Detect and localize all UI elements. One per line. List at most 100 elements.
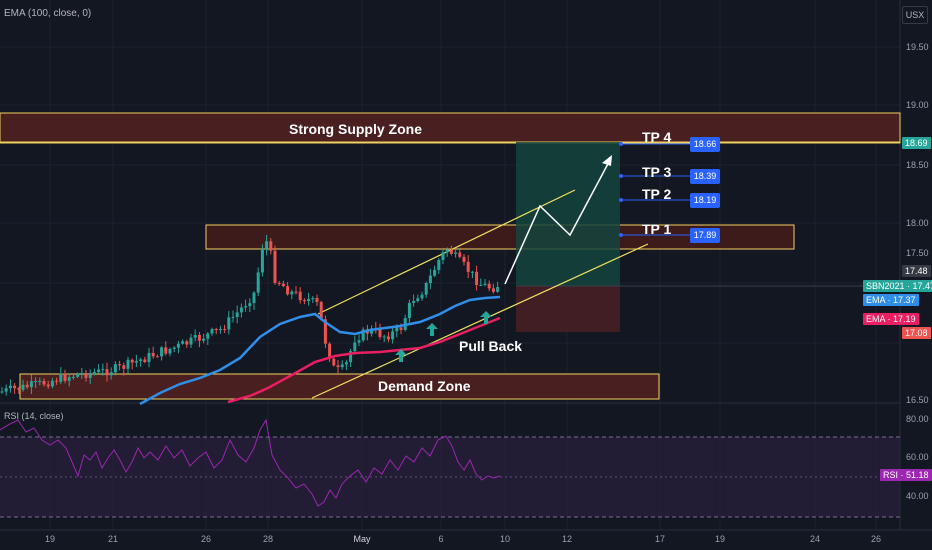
candle-body [134, 361, 138, 363]
candle-body [416, 298, 420, 302]
tp3-value[interactable]: 18.39 [690, 169, 720, 184]
candle-body [29, 381, 33, 388]
candle-body [84, 372, 88, 378]
long-position-profit[interactable] [516, 142, 620, 286]
candle-body [483, 283, 487, 285]
candle-body [256, 272, 260, 293]
tp2-label: TP 2 [642, 186, 672, 202]
candle-body [349, 351, 353, 363]
rsi-axis-label: 40.00 [906, 491, 929, 501]
rsi-title: RSI (14, close) [4, 411, 64, 421]
candle-body [277, 282, 281, 284]
projection-path [504, 159, 611, 285]
candle-body [59, 373, 63, 382]
candle-body [185, 341, 189, 345]
price-axis-label: 18.50 [906, 160, 929, 170]
candle-body [122, 365, 126, 369]
long-position-stop[interactable] [516, 286, 620, 332]
channel-lower-line[interactable] [311, 243, 649, 399]
tp1-value[interactable]: 17.89 [690, 228, 720, 243]
candle-body [76, 373, 80, 377]
candle-body [378, 328, 382, 337]
candle-body [458, 252, 462, 257]
indicator-title: EMA (100, close, 0) [4, 8, 92, 19]
candle-body [357, 340, 361, 343]
tp3-label: TP 3 [642, 164, 672, 180]
candle-body [311, 298, 315, 300]
candle-body [437, 260, 441, 270]
candle-body [239, 307, 243, 313]
candle-body [412, 301, 416, 303]
candle-body [344, 362, 348, 365]
ema-blue-line [139, 295, 501, 406]
candle-body [433, 269, 437, 276]
date-axis-label: 26 [200, 534, 212, 544]
candle-body [160, 347, 164, 357]
candle-body [307, 299, 311, 302]
candle-body [143, 359, 147, 363]
candle-body [21, 384, 25, 390]
demand-zone[interactable] [19, 373, 660, 400]
rsi-line [0, 418, 501, 507]
candle-body [290, 291, 294, 295]
candle-body [496, 287, 500, 292]
candle-body [395, 327, 399, 332]
candle-body [63, 373, 67, 381]
candle-body [323, 319, 327, 344]
candle-body [139, 359, 143, 362]
candle-body [386, 336, 390, 340]
buy-arrows [395, 311, 492, 362]
candle-body [353, 342, 357, 352]
arrow-up-icon [480, 311, 492, 324]
candle-body [315, 298, 319, 302]
candle-body [38, 380, 42, 382]
candle-body [487, 283, 491, 289]
candle-body [260, 249, 264, 273]
candle-body [88, 372, 92, 378]
candle-body [462, 256, 466, 262]
candle-body [210, 329, 214, 334]
candle-body [67, 377, 71, 381]
candle-body [424, 283, 428, 295]
ema-red-line [227, 316, 501, 404]
candle-body [126, 359, 130, 369]
candle-body [25, 384, 29, 388]
candle-body [227, 317, 231, 330]
candle-body [302, 300, 306, 302]
price-axis-label: 19.50 [906, 42, 929, 52]
tp4-value[interactable]: 18.66 [690, 137, 720, 152]
candle-body [92, 372, 96, 374]
candle-body [176, 343, 180, 348]
candle-body [197, 335, 201, 341]
tp1-label: TP 1 [642, 221, 672, 237]
candle-body [13, 385, 17, 389]
candle-body [445, 249, 449, 253]
supply-zone[interactable] [0, 112, 901, 144]
candle-body [4, 388, 8, 392]
rsi-value-tag: RSI · 51.18 [880, 469, 932, 481]
demand-zone-label: Demand Zone [378, 378, 471, 394]
candle-body [244, 306, 248, 308]
candle-body [399, 327, 403, 330]
candle-body [223, 328, 227, 330]
candle-body [113, 364, 117, 373]
supply-zone-label: Strong Supply Zone [289, 121, 422, 137]
candle-body [336, 365, 340, 368]
candle-body [361, 329, 365, 341]
currency-button[interactable]: USX [902, 6, 928, 24]
candle-body [97, 369, 101, 373]
candle-body [231, 316, 235, 318]
candle-body [8, 385, 12, 389]
candle-body [273, 250, 277, 283]
candle-body [298, 291, 302, 301]
candle-body [475, 271, 479, 285]
candle-body [80, 372, 84, 374]
candle-body [491, 288, 495, 292]
candle-body [470, 271, 474, 273]
tp4-label: TP 4 [642, 129, 672, 145]
tp2-value[interactable]: 18.19 [690, 193, 720, 208]
rsi-axis-label: 60.00 [906, 452, 929, 462]
candle-body [17, 388, 21, 390]
candle-body [218, 328, 222, 330]
